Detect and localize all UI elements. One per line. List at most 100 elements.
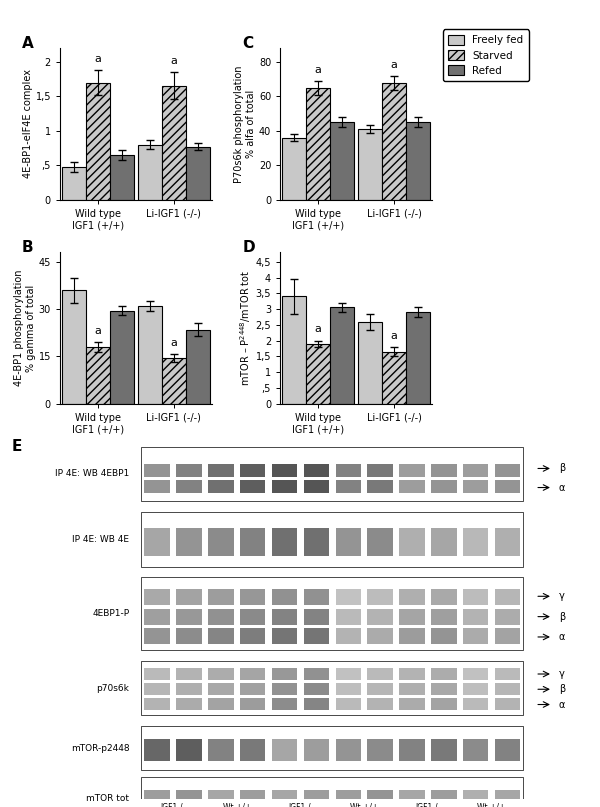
Bar <box>358 322 382 404</box>
Bar <box>463 790 488 807</box>
Bar <box>304 668 329 680</box>
Bar <box>495 739 520 761</box>
Bar <box>283 138 306 199</box>
Text: β: β <box>559 463 565 474</box>
Text: a: a <box>391 60 397 70</box>
Bar <box>138 306 162 404</box>
Bar <box>145 608 170 625</box>
Bar <box>176 739 202 761</box>
Text: E: E <box>12 439 22 454</box>
Bar <box>463 589 488 605</box>
Bar <box>431 668 457 680</box>
Bar <box>176 668 202 680</box>
Bar <box>358 129 382 199</box>
Bar <box>240 529 265 555</box>
Bar <box>335 589 361 605</box>
Bar <box>176 608 202 625</box>
Bar <box>272 683 298 695</box>
Bar <box>463 683 488 695</box>
Bar <box>272 668 298 680</box>
Bar <box>431 698 457 710</box>
Bar <box>431 683 457 695</box>
Bar <box>176 589 202 605</box>
Bar <box>463 698 488 710</box>
Text: 4EBP1-P: 4EBP1-P <box>92 609 130 618</box>
Bar <box>176 683 202 695</box>
Bar <box>176 790 202 807</box>
Bar <box>330 122 354 199</box>
Bar <box>145 628 170 644</box>
Bar <box>304 463 329 477</box>
Text: IGF1-/-: IGF1-/- <box>288 802 313 807</box>
Y-axis label: 4E-BP1 phosphorylation
% gamma of total: 4E-BP1 phosphorylation % gamma of total <box>14 270 36 387</box>
Bar <box>145 480 170 493</box>
Bar <box>176 628 202 644</box>
Bar <box>304 698 329 710</box>
Bar <box>240 608 265 625</box>
Bar <box>463 608 488 625</box>
Bar <box>431 628 457 644</box>
Bar <box>495 589 520 605</box>
Bar <box>431 589 457 605</box>
Bar <box>208 668 233 680</box>
Bar <box>431 790 457 807</box>
Bar <box>399 463 425 477</box>
Text: a: a <box>314 324 322 334</box>
Bar <box>240 668 265 680</box>
Bar <box>495 698 520 710</box>
Text: Wt +/+: Wt +/+ <box>223 802 251 807</box>
Bar <box>272 463 298 477</box>
Bar <box>240 589 265 605</box>
Bar <box>399 668 425 680</box>
Bar <box>431 480 457 493</box>
Text: IGF1-/-: IGF1-/- <box>415 802 440 807</box>
Bar <box>367 480 393 493</box>
Bar <box>240 683 265 695</box>
Bar <box>272 529 298 555</box>
Text: a: a <box>170 338 178 348</box>
Bar <box>495 628 520 644</box>
Bar <box>399 608 425 625</box>
Text: IP 4E: WB 4E: IP 4E: WB 4E <box>73 535 130 544</box>
Bar <box>306 344 330 404</box>
Bar <box>62 291 86 404</box>
Bar <box>335 628 361 644</box>
Bar <box>240 698 265 710</box>
Text: α: α <box>559 483 565 492</box>
Bar <box>208 628 233 644</box>
Bar <box>367 529 393 555</box>
Bar <box>335 608 361 625</box>
Bar <box>240 463 265 477</box>
Text: α: α <box>559 632 565 642</box>
Text: β: β <box>559 684 565 694</box>
Bar <box>306 88 330 199</box>
Bar <box>495 790 520 807</box>
Bar <box>399 790 425 807</box>
Bar <box>240 739 265 761</box>
Bar <box>335 463 361 477</box>
Text: a: a <box>95 326 101 336</box>
Text: p70s6k: p70s6k <box>97 684 130 692</box>
Legend: Freely fed, Starved, Refed: Freely fed, Starved, Refed <box>443 29 529 81</box>
Bar <box>304 480 329 493</box>
Text: D: D <box>242 240 255 255</box>
Bar <box>138 144 162 199</box>
Bar <box>399 739 425 761</box>
Bar <box>110 155 134 199</box>
Bar <box>495 480 520 493</box>
Bar <box>304 790 329 807</box>
Bar <box>335 790 361 807</box>
Bar <box>186 147 209 199</box>
Bar <box>272 739 298 761</box>
Text: α: α <box>559 700 565 709</box>
Bar <box>304 739 329 761</box>
Bar <box>463 529 488 555</box>
Bar <box>304 529 329 555</box>
Text: A: A <box>22 36 34 52</box>
Bar <box>367 463 393 477</box>
Bar <box>495 668 520 680</box>
Text: Wt +/+: Wt +/+ <box>350 802 379 807</box>
Bar <box>145 739 170 761</box>
Text: mTOR-p2448: mTOR-p2448 <box>71 743 130 753</box>
Bar <box>431 608 457 625</box>
